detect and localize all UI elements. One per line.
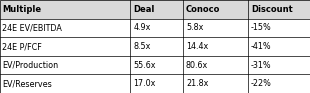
- Text: 80.6x: 80.6x: [186, 61, 208, 70]
- Text: 55.6x: 55.6x: [133, 61, 156, 70]
- Text: 24E P/FCF: 24E P/FCF: [2, 42, 42, 51]
- Text: 8.5x: 8.5x: [133, 42, 151, 51]
- Bar: [0, 19, 310, 37]
- Bar: [0, 0, 310, 19]
- Text: 14.4x: 14.4x: [186, 42, 208, 51]
- Text: Deal: Deal: [133, 5, 155, 14]
- Text: Multiple: Multiple: [2, 5, 42, 14]
- Text: EV/Reserves: EV/Reserves: [2, 79, 52, 88]
- Bar: [0, 74, 310, 93]
- Text: Discount: Discount: [251, 5, 293, 14]
- Text: EV/Production: EV/Production: [2, 61, 59, 70]
- Text: 5.8x: 5.8x: [186, 23, 203, 32]
- Bar: [0, 37, 310, 56]
- Text: -41%: -41%: [251, 42, 272, 51]
- Text: -15%: -15%: [251, 23, 272, 32]
- Text: 4.9x: 4.9x: [133, 23, 151, 32]
- Text: -22%: -22%: [251, 79, 272, 88]
- Text: 17.0x: 17.0x: [133, 79, 156, 88]
- Bar: [0, 56, 310, 74]
- Text: 24E EV/EBITDA: 24E EV/EBITDA: [2, 23, 62, 32]
- Text: 21.8x: 21.8x: [186, 79, 208, 88]
- Text: Conoco: Conoco: [186, 5, 220, 14]
- Text: -31%: -31%: [251, 61, 272, 70]
